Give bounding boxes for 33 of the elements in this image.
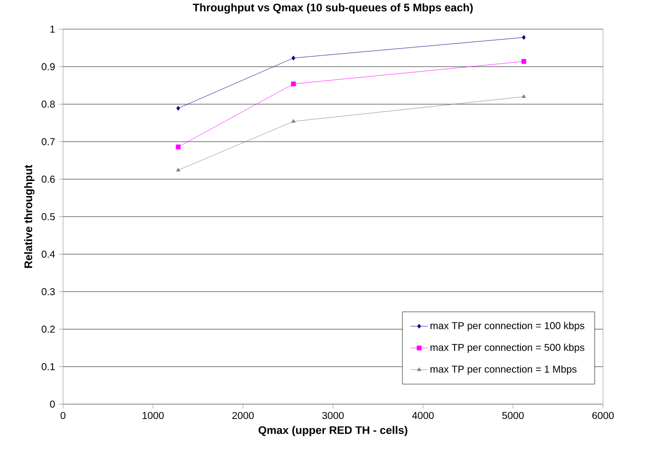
y-tick-label: 0.8 bbox=[42, 100, 55, 108]
legend-label: max TP per connection = 1 Mbps bbox=[430, 365, 577, 375]
point bbox=[291, 118, 296, 123]
point bbox=[176, 168, 180, 172]
x-tick-label: 1000 bbox=[142, 412, 164, 419]
x-tick-label: 3000 bbox=[322, 412, 344, 419]
y-tick-label: 0.4 bbox=[42, 250, 55, 258]
point bbox=[292, 56, 296, 60]
x-tick-label: 4000 bbox=[412, 412, 434, 419]
y-tick-label: 1 bbox=[50, 26, 55, 33]
x-tick-label: 0 bbox=[60, 412, 66, 419]
x-tick-label: 6000 bbox=[592, 412, 614, 419]
chart-title: Throughput vs Qmax (10 sub-queues of 5 Mbps each) bbox=[192, 3, 473, 14]
point bbox=[522, 34, 526, 40]
x-tick-label: 5000 bbox=[502, 412, 524, 419]
point bbox=[291, 81, 296, 86]
y-tick-label: 0.3 bbox=[42, 288, 55, 296]
point bbox=[176, 106, 180, 111]
y-tick-label: 0.1 bbox=[42, 363, 55, 370]
y-tick-label: 0.9 bbox=[42, 63, 55, 70]
y-tick-label: 0.2 bbox=[42, 326, 55, 333]
y-tick-label: 0 bbox=[50, 400, 55, 408]
point bbox=[176, 144, 181, 150]
x-axis-title: Qmax (upper RED TH - cells) bbox=[258, 426, 408, 436]
y-tick-label: 0.6 bbox=[42, 176, 55, 183]
x-tick-label: 2000 bbox=[232, 412, 254, 419]
y-tick-label: 0.5 bbox=[42, 213, 55, 220]
point bbox=[521, 58, 526, 64]
y-axis-title: Relative throughput bbox=[24, 164, 34, 268]
point bbox=[522, 94, 526, 98]
legend-label: max TP per connection = 500 kbps bbox=[430, 344, 584, 353]
legend-label: max TP per connection = 100 kbps bbox=[430, 322, 584, 332]
y-tick-label: 0.7 bbox=[42, 138, 55, 146]
